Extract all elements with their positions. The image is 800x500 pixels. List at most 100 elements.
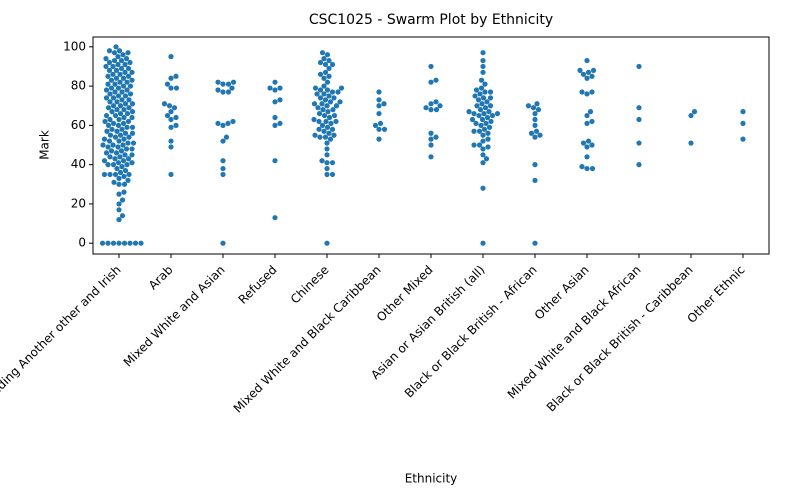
swarm-point bbox=[272, 122, 278, 128]
swarm-point bbox=[116, 207, 122, 213]
swarm-point bbox=[479, 101, 485, 107]
swarm-point bbox=[168, 109, 174, 115]
swarm-point bbox=[113, 44, 119, 50]
swarm-point bbox=[112, 171, 119, 178]
swarm-point bbox=[138, 240, 144, 246]
swarm-point bbox=[120, 83, 127, 89]
swarm-point bbox=[323, 118, 329, 125]
swarm-point bbox=[272, 215, 278, 221]
swarm-point bbox=[589, 118, 595, 125]
swarm-point bbox=[117, 71, 123, 77]
swarm-point bbox=[168, 124, 174, 130]
swarm-point bbox=[112, 112, 119, 119]
swarm-point bbox=[126, 134, 132, 140]
swarm-point bbox=[471, 128, 477, 134]
swarm-point bbox=[483, 120, 489, 127]
swarm-point bbox=[127, 83, 134, 89]
swarm-point bbox=[105, 144, 111, 150]
swarm-point bbox=[108, 148, 115, 154]
swarm-point bbox=[377, 120, 384, 127]
swarm-point bbox=[589, 89, 595, 95]
swarm-point bbox=[173, 85, 180, 91]
swarm-point bbox=[331, 112, 338, 119]
swarm-point bbox=[173, 114, 179, 121]
swarm-point bbox=[433, 107, 440, 113]
swarm-point bbox=[173, 73, 179, 79]
swarm-point bbox=[121, 136, 127, 142]
x-axis-label: Ethnicity bbox=[405, 472, 458, 486]
swarm-point bbox=[580, 140, 587, 146]
swarm-point bbox=[110, 71, 116, 77]
swarm-point bbox=[480, 63, 486, 70]
plot-frame bbox=[92, 36, 770, 255]
swarm-point bbox=[272, 158, 278, 164]
swarm-point bbox=[494, 110, 501, 117]
swarm-point bbox=[471, 142, 477, 148]
swarm-point bbox=[587, 109, 594, 115]
swarm-point bbox=[584, 120, 590, 127]
swarm-point bbox=[116, 240, 122, 246]
swarm-point bbox=[326, 73, 332, 79]
swarm-point bbox=[103, 63, 109, 70]
swarm-point bbox=[321, 112, 328, 119]
swarm-point bbox=[129, 114, 135, 121]
swarm-point bbox=[220, 158, 226, 164]
swarm-point bbox=[127, 240, 133, 246]
swarm-point bbox=[376, 126, 382, 132]
swarm-point bbox=[326, 57, 332, 64]
swarm-point bbox=[220, 240, 226, 246]
swarm-point bbox=[171, 105, 178, 111]
swarm-point bbox=[636, 105, 642, 111]
swarm-point bbox=[326, 93, 332, 99]
swarm-point bbox=[124, 110, 131, 117]
swarm-point bbox=[326, 65, 332, 72]
swarm-point bbox=[117, 79, 123, 85]
swarm-point bbox=[532, 116, 538, 123]
swarm-point bbox=[317, 59, 324, 66]
swarm-point bbox=[116, 116, 122, 123]
swarm-point bbox=[121, 114, 127, 121]
swarm-point bbox=[314, 91, 320, 97]
swarm-point bbox=[324, 240, 330, 246]
swarm-point bbox=[327, 136, 334, 142]
swarm-point bbox=[584, 165, 590, 172]
swarm-point bbox=[129, 69, 135, 75]
swarm-point bbox=[740, 109, 746, 115]
swarm-point bbox=[480, 57, 486, 64]
swarm-point bbox=[533, 128, 540, 134]
swarm-point bbox=[105, 162, 111, 168]
swarm-point bbox=[115, 122, 122, 128]
swarm-point bbox=[110, 162, 117, 168]
swarm-point bbox=[337, 99, 343, 105]
swarm-point bbox=[525, 103, 532, 109]
swarm-point bbox=[484, 114, 491, 121]
swarm-point bbox=[326, 130, 332, 136]
swarm-point bbox=[168, 116, 174, 123]
swarm-point bbox=[113, 150, 120, 156]
swarm-point bbox=[110, 240, 117, 246]
swarm-point bbox=[225, 81, 232, 87]
swarm-point bbox=[324, 79, 331, 85]
swarm-point bbox=[480, 138, 486, 144]
swarm-point bbox=[168, 171, 174, 178]
swarm-point bbox=[125, 118, 132, 125]
swarm-point bbox=[466, 109, 472, 115]
swarm-point bbox=[484, 99, 490, 105]
swarm-point bbox=[129, 109, 136, 115]
swarm-point bbox=[480, 240, 486, 246]
swarm-point bbox=[740, 136, 746, 142]
swarm-point bbox=[110, 95, 117, 101]
swarm-point bbox=[376, 110, 382, 117]
swarm-point bbox=[115, 61, 121, 68]
swarm-point bbox=[488, 118, 494, 125]
swarm-point bbox=[333, 103, 340, 109]
swarm-point bbox=[112, 156, 118, 162]
swarm-point bbox=[532, 177, 538, 183]
swarm-point bbox=[329, 89, 336, 95]
swarm-point bbox=[121, 173, 127, 180]
swarm-point bbox=[115, 93, 122, 99]
swarm-point bbox=[322, 61, 329, 68]
swarm-point bbox=[129, 130, 136, 136]
swarm-point bbox=[589, 73, 595, 79]
